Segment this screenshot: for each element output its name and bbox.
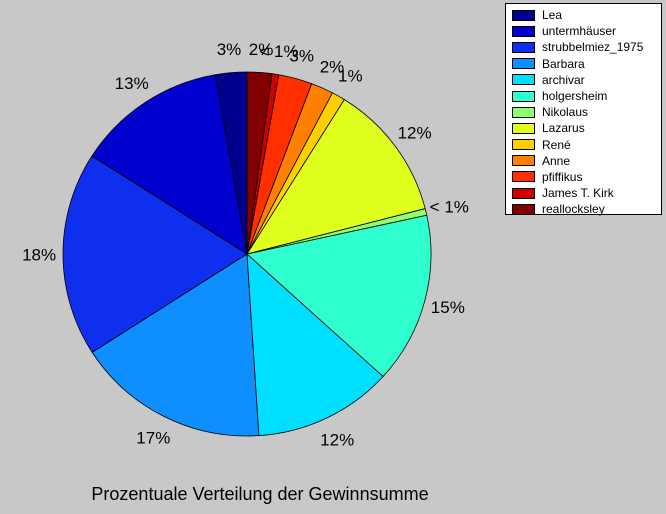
slice-percent-label: 2% bbox=[249, 40, 274, 59]
pie-slice-strubbelmiez-1975 bbox=[62, 155, 248, 353]
legend-item: Anne bbox=[512, 153, 661, 169]
legend-swatch bbox=[512, 122, 535, 134]
legend-swatch bbox=[512, 90, 535, 102]
slice-percent-label: < 1% bbox=[259, 42, 298, 61]
legend-item: Barbara bbox=[512, 56, 661, 72]
legend-label: Lea bbox=[542, 8, 563, 23]
legend-label: Lazarus bbox=[542, 121, 585, 136]
legend-item: untermhäuser bbox=[512, 23, 661, 39]
legend-item: holgersheim bbox=[512, 88, 661, 104]
slice-percent-label: 3% bbox=[289, 47, 314, 66]
pie-labels: 3%13%18%17% 12%15%< 1%12%1%2%3%< 1%2% bbox=[22, 40, 469, 449]
slice-percent-label: 15% bbox=[431, 298, 465, 317]
legend-item: archivar bbox=[512, 72, 661, 88]
slice-percent-label: < 1% bbox=[430, 197, 469, 216]
legend-swatch bbox=[512, 41, 535, 53]
slice-percent-label: 12% bbox=[398, 123, 432, 142]
legend-label: reallocksley bbox=[542, 202, 605, 217]
pie-slice-untermh-user bbox=[91, 74, 248, 255]
legend-swatch bbox=[512, 139, 535, 151]
legend-swatch bbox=[512, 203, 535, 215]
slice-percent-label: 2% bbox=[320, 57, 345, 76]
pie-slices bbox=[62, 71, 432, 437]
legend-item: Nikolaus bbox=[512, 104, 661, 120]
legend-swatch bbox=[512, 9, 535, 21]
pie-slice-archivar bbox=[246, 253, 384, 437]
slice-percent-label: 3% bbox=[217, 40, 242, 59]
slice-percent-label: 1% bbox=[338, 67, 363, 86]
legend-swatch bbox=[512, 187, 535, 199]
legend-item: Lazarus bbox=[512, 120, 661, 136]
legend-item: René bbox=[512, 137, 661, 153]
legend-swatch bbox=[512, 25, 535, 37]
legend-label: James T. Kirk bbox=[542, 186, 614, 201]
legend-label: Anne bbox=[542, 153, 571, 168]
legend-label: strubbelmiez_1975 bbox=[542, 40, 644, 55]
legend-label: untermhäuser bbox=[542, 24, 617, 39]
legend-label: Nikolaus bbox=[542, 105, 589, 120]
legend-item: reallocksley bbox=[512, 201, 661, 217]
pie-slice-reallocksley bbox=[246, 71, 273, 255]
legend-swatch bbox=[512, 74, 535, 86]
legend-label: pfiffikus bbox=[542, 169, 583, 184]
legend-label: holgersheim bbox=[542, 89, 608, 104]
legend-label: René bbox=[542, 137, 571, 152]
pie-slice-barbara bbox=[91, 253, 260, 437]
legend: Lea untermhäuser strubbelmiez_1975 Barbara a… bbox=[505, 3, 662, 217]
slice-percent-label: 12% bbox=[320, 430, 354, 449]
legend-item: pfiffikus bbox=[512, 169, 661, 185]
legend-label: archivar bbox=[542, 72, 585, 87]
slice-percent-label: 18% bbox=[22, 245, 56, 264]
pie-slice-holgersheim bbox=[246, 214, 432, 378]
legend-item: James T. Kirk bbox=[512, 185, 661, 201]
legend-swatch bbox=[512, 155, 535, 167]
legend-item: strubbelmiez_1975 bbox=[512, 39, 661, 55]
legend-item: Lea bbox=[512, 7, 661, 23]
legend-label: Barbara bbox=[542, 56, 585, 71]
slice-percent-label: 13% bbox=[115, 74, 149, 93]
legend-swatch bbox=[512, 106, 535, 118]
legend-swatch bbox=[512, 171, 535, 183]
pie-slice-lazarus bbox=[246, 98, 426, 255]
legend-swatch bbox=[512, 58, 535, 70]
slice-percent-label: 17% bbox=[136, 429, 170, 448]
chart-title: Prozentuale Verteilung der Gewinnsumme bbox=[91, 484, 429, 504]
